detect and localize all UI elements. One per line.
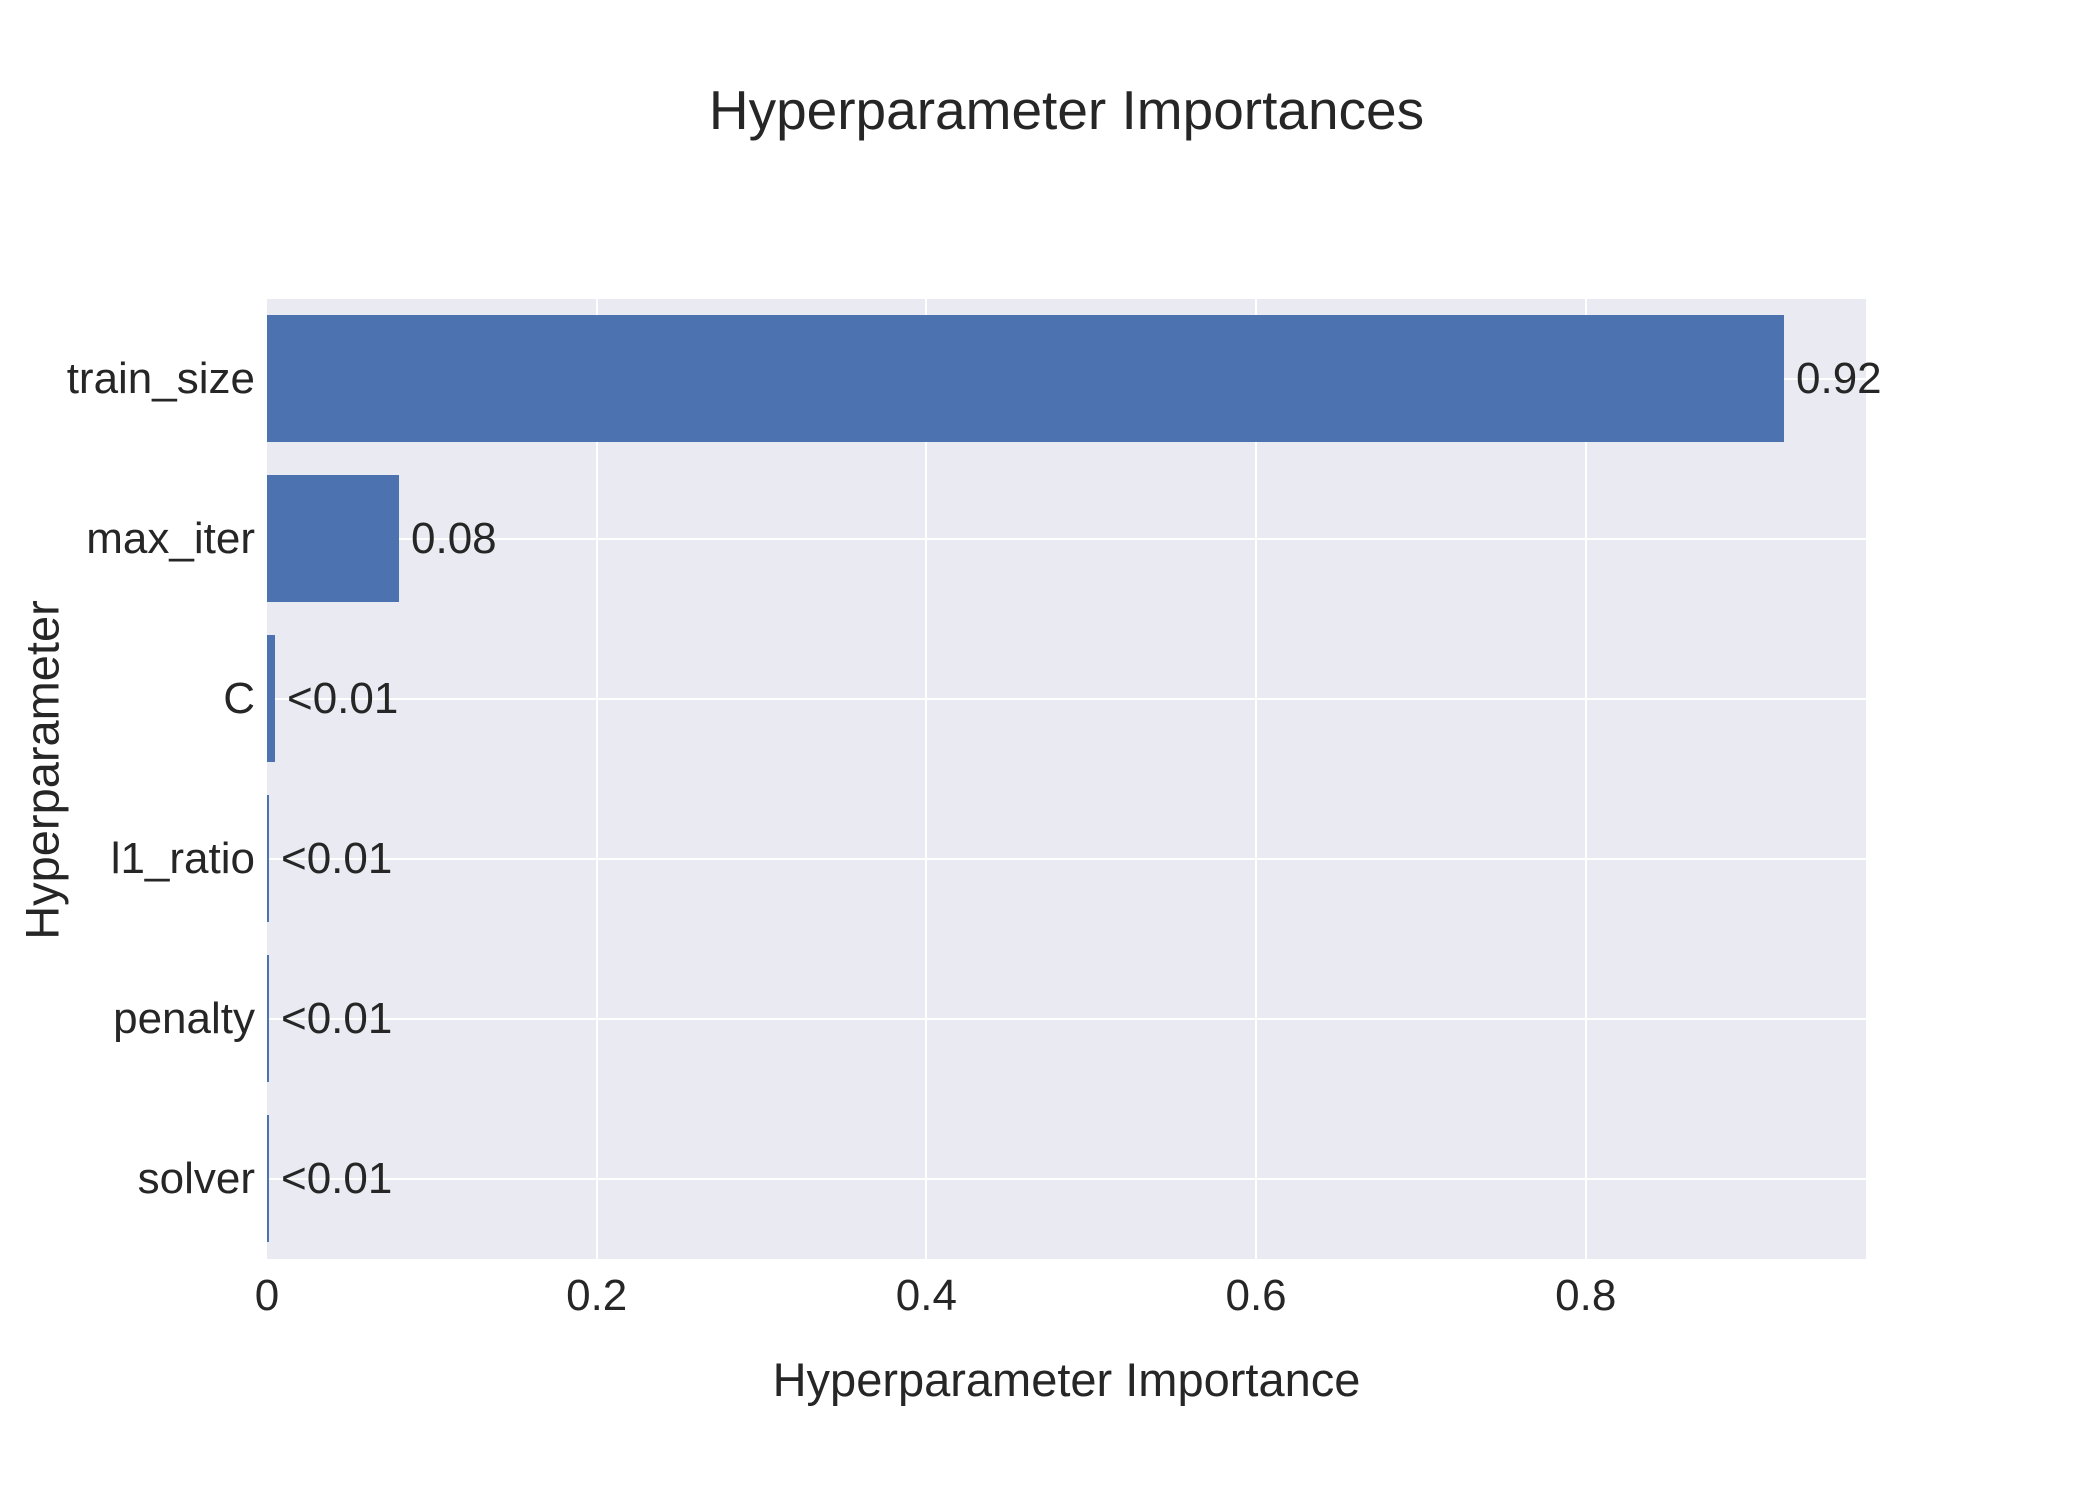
x-tick-label: 0.6: [1225, 1271, 1287, 1320]
x-tick-label: 0.2: [566, 1271, 628, 1320]
bar-penalty: [267, 955, 269, 1082]
y-axis-label: Hyperparameter: [15, 600, 69, 940]
chart-title: Hyperparameter Importances: [708, 79, 1425, 141]
gridline-vertical: [925, 299, 927, 1259]
y-tick-label: penalty: [113, 994, 255, 1043]
bar-train_size: [267, 315, 1784, 442]
bar-solver: [267, 1115, 269, 1242]
y-tick-label: max_iter: [86, 514, 255, 563]
y-tick-label: solver: [137, 1154, 255, 1203]
bar-value-label: 0.92: [1796, 354, 1882, 403]
y-tick-label: l1_ratio: [110, 834, 255, 883]
x-tick-label: 0.4: [895, 1271, 957, 1320]
gridline-horizontal: [267, 1018, 1866, 1020]
bar-C: [267, 635, 276, 762]
bar-l1_ratio: [267, 795, 269, 922]
gridline-horizontal: [267, 1178, 1866, 1180]
gridline-horizontal: [267, 538, 1866, 540]
bar-value-label: <0.01: [287, 674, 399, 723]
bar-value-label: <0.01: [281, 834, 393, 883]
x-axis-label: Hyperparameter Importance: [772, 1353, 1361, 1406]
bar-max_iter: [267, 475, 399, 602]
y-tick-label: C: [223, 674, 255, 723]
gridline-vertical: [1255, 299, 1257, 1259]
gridline-horizontal: [267, 858, 1866, 860]
gridline-vertical: [596, 299, 598, 1259]
gridline-horizontal: [267, 698, 1866, 700]
gridline-vertical: [1585, 299, 1587, 1259]
plot-area: 0.92 0.08 <0.01 <0.01 <0.01 <0.01: [267, 299, 1882, 1259]
x-tick-label: 0: [254, 1271, 280, 1320]
bar-value-label: <0.01: [281, 1154, 393, 1203]
bar-value-label: <0.01: [281, 994, 393, 1043]
y-tick-label: train_size: [66, 354, 255, 403]
x-tick-label: 0.8: [1555, 1271, 1617, 1320]
bar-value-label: 0.08: [411, 514, 497, 563]
